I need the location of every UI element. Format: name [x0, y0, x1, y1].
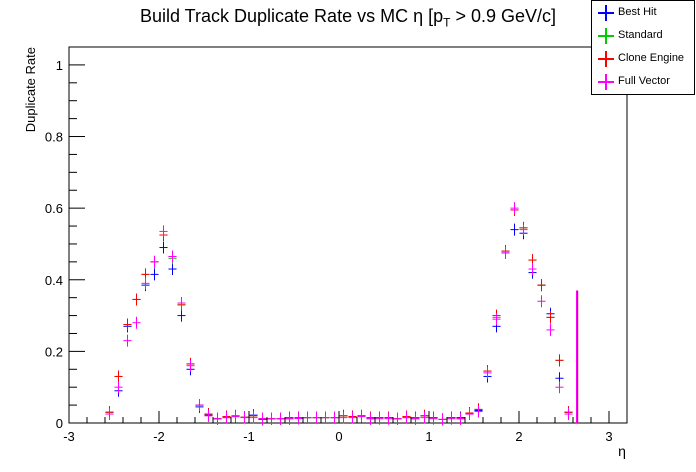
legend-entry-clone-engine: Clone Engine — [592, 48, 694, 70]
point-full-vector — [438, 413, 447, 426]
point-full-vector — [267, 412, 276, 425]
point-best-hit — [177, 309, 186, 322]
point-full-vector — [537, 295, 546, 308]
x-tick-label: -3 — [63, 429, 75, 444]
point-full-vector — [357, 410, 366, 423]
point-best-hit — [168, 263, 177, 276]
point-clone-engine — [537, 279, 546, 292]
legend-entry-best-hit: Best Hit — [592, 2, 694, 24]
x-tick-label: -1 — [243, 429, 255, 444]
point-best-hit — [510, 223, 519, 236]
point-full-vector — [249, 411, 258, 424]
point-full-vector — [348, 411, 357, 424]
point-full-vector — [456, 412, 465, 425]
point-full-vector — [132, 316, 141, 329]
legend-label-best-hit: Best Hit — [618, 6, 657, 18]
point-full-vector — [555, 381, 564, 394]
point-full-vector — [510, 202, 519, 215]
point-full-vector — [519, 223, 528, 236]
point-full-vector — [402, 411, 411, 424]
point-full-vector — [384, 412, 393, 425]
point-full-vector — [231, 410, 240, 423]
point-full-vector — [258, 412, 267, 425]
y-axis-label: Duplicate Rate — [23, 47, 38, 132]
chart-title: Build Track Duplicate Rate vs MC η [pT >… — [139, 6, 557, 30]
point-full-vector — [240, 411, 249, 424]
x-tick-label: 1 — [425, 429, 432, 444]
point-full-vector — [204, 409, 213, 422]
legend-label-standard: Standard — [618, 29, 663, 41]
legend-marker-standard — [598, 28, 614, 44]
point-full-vector — [564, 408, 573, 421]
point-best-hit — [150, 268, 159, 281]
point-clone-engine — [546, 311, 555, 324]
point-full-vector — [105, 408, 114, 421]
legend-label-clone-engine: Clone Engine — [618, 52, 685, 64]
point-full-vector — [285, 412, 294, 425]
point-clone-engine — [123, 318, 132, 331]
point-full-vector — [447, 412, 456, 425]
y-tick-label: 0 — [56, 416, 63, 431]
point-full-vector — [501, 246, 510, 259]
point-full-vector — [411, 412, 420, 425]
point-clone-engine — [132, 293, 141, 306]
point-full-vector — [492, 313, 501, 326]
point-full-vector — [393, 412, 402, 425]
point-full-vector — [429, 412, 438, 425]
legend-label-full-vector: Full Vector — [618, 75, 670, 87]
point-full-vector — [366, 412, 375, 425]
x-axis-label: η — [618, 443, 626, 459]
point-full-vector — [159, 225, 168, 238]
x-tick-label: 2 — [515, 429, 522, 444]
point-full-vector — [222, 411, 231, 424]
point-full-vector — [213, 412, 222, 425]
point-full-vector — [528, 263, 537, 276]
point-full-vector — [195, 399, 204, 412]
y-tick-label: 0.4 — [45, 273, 63, 288]
legend-marker-best-hit — [598, 5, 614, 21]
x-tick-label: 3 — [605, 429, 612, 444]
point-full-vector — [474, 405, 483, 418]
point-full-vector — [375, 412, 384, 425]
legend-entry-full-vector: Full Vector — [592, 71, 694, 93]
legend: Best Hit Standard Clone Engine Full Vect… — [591, 0, 695, 95]
point-full-vector — [141, 277, 150, 290]
y-tick-label: 0.2 — [45, 344, 63, 359]
plot-frame — [68, 46, 628, 424]
point-full-vector — [114, 381, 123, 394]
x-tick-label: -2 — [153, 429, 165, 444]
point-full-vector — [276, 412, 285, 425]
point-full-vector — [465, 408, 474, 421]
point-full-vector — [168, 250, 177, 263]
point-full-vector — [186, 359, 195, 372]
legend-marker-clone-engine — [598, 51, 614, 67]
point-full-vector — [294, 412, 303, 425]
point-clone-engine — [555, 354, 564, 367]
x-tick-label: 0 — [335, 429, 342, 444]
y-tick-label: 0.6 — [45, 201, 63, 216]
point-full-vector — [177, 297, 186, 310]
point-full-vector — [339, 411, 348, 424]
point-full-vector — [123, 334, 132, 347]
point-full-vector — [546, 323, 555, 336]
legend-entry-standard: Standard — [592, 25, 694, 47]
point-clone-engine — [114, 370, 123, 383]
point-best-hit — [159, 241, 168, 254]
y-tick-label: 1 — [56, 58, 63, 73]
point-full-vector — [312, 411, 321, 424]
point-full-vector — [330, 411, 339, 424]
point-full-vector — [150, 255, 159, 268]
point-full-vector — [321, 411, 330, 424]
legend-marker-full-vector — [598, 74, 614, 90]
point-full-vector — [303, 411, 312, 424]
point-full-vector — [420, 411, 429, 424]
y-tick-label: 0.8 — [45, 130, 63, 145]
point-full-vector — [483, 366, 492, 379]
